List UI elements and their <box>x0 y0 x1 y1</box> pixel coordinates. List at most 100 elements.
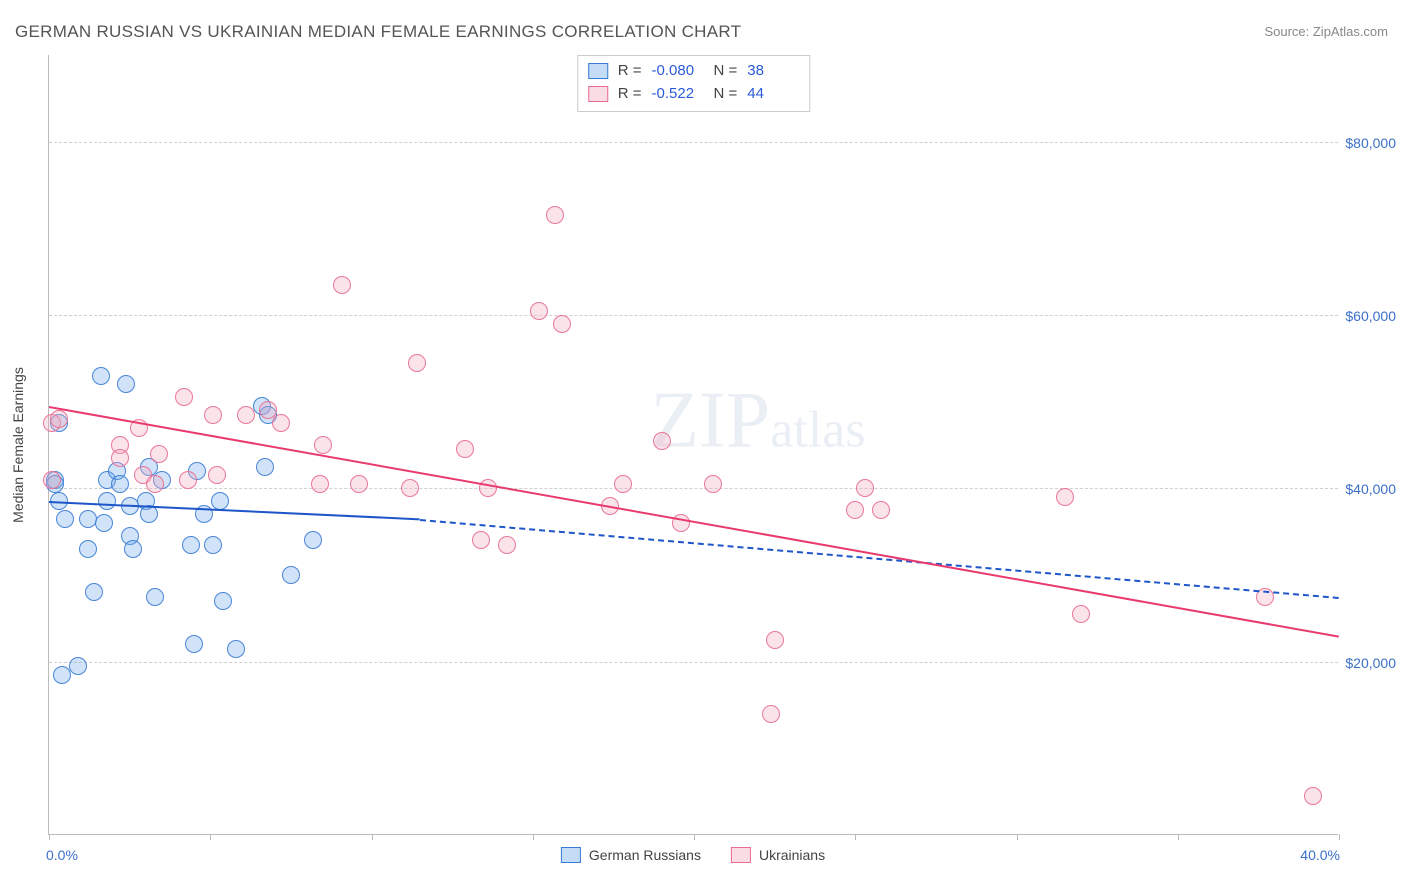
chart-title: GERMAN RUSSIAN VS UKRAINIAN MEDIAN FEMAL… <box>15 22 741 42</box>
data-point <box>333 276 351 294</box>
data-point <box>182 536 200 554</box>
n-label: N = <box>714 60 738 83</box>
r-value: -0.080 <box>652 60 704 83</box>
data-point <box>498 536 516 554</box>
data-point <box>85 583 103 601</box>
data-point <box>117 375 135 393</box>
data-point <box>766 631 784 649</box>
y-tick-label: $20,000 <box>1345 655 1396 671</box>
data-point <box>614 475 632 493</box>
gridline: $40,000 <box>49 488 1338 489</box>
data-point <box>311 475 329 493</box>
n-label: N = <box>714 83 738 106</box>
legend: German Russians Ukrainians <box>561 847 825 863</box>
data-point <box>150 445 168 463</box>
x-tick <box>1017 834 1018 840</box>
data-point <box>179 471 197 489</box>
data-point <box>146 588 164 606</box>
data-point <box>314 436 332 454</box>
data-point <box>530 302 548 320</box>
legend-label: German Russians <box>589 847 701 863</box>
data-point <box>111 449 129 467</box>
y-tick-label: $60,000 <box>1345 308 1396 324</box>
data-point <box>146 475 164 493</box>
data-point <box>56 510 74 528</box>
plot-area: ZIPatlas R = -0.080 N = 38 R = -0.522 N = 44 $2… <box>48 55 1338 835</box>
x-axis-min-label: 0.0% <box>46 847 78 863</box>
data-point <box>846 501 864 519</box>
data-point <box>50 410 68 428</box>
data-point <box>69 657 87 675</box>
data-point <box>856 479 874 497</box>
x-tick <box>1178 834 1179 840</box>
data-point <box>237 406 255 424</box>
data-point <box>214 592 232 610</box>
data-point <box>546 206 564 224</box>
stats-box: R = -0.080 N = 38 R = -0.522 N = 44 <box>577 55 811 112</box>
x-tick <box>372 834 373 840</box>
data-point <box>208 466 226 484</box>
data-point <box>304 531 322 549</box>
legend-entry: Ukrainians <box>731 847 825 863</box>
data-point <box>175 388 193 406</box>
data-point <box>111 475 129 493</box>
data-point <box>79 540 97 558</box>
data-point <box>140 505 158 523</box>
watermark-zip: ZIP <box>650 377 770 465</box>
x-tick <box>855 834 856 840</box>
x-tick <box>1339 834 1340 840</box>
data-point <box>408 354 426 372</box>
data-point <box>762 705 780 723</box>
data-point <box>1072 605 1090 623</box>
data-point <box>211 492 229 510</box>
data-point <box>204 536 222 554</box>
n-value: 38 <box>747 60 799 83</box>
data-point <box>1056 488 1074 506</box>
gridline: $80,000 <box>49 142 1338 143</box>
x-tick <box>533 834 534 840</box>
stats-row: R = -0.080 N = 38 <box>588 60 800 83</box>
r-value: -0.522 <box>652 83 704 106</box>
x-axis-max-label: 40.0% <box>1300 847 1340 863</box>
data-point <box>282 566 300 584</box>
legend-swatch <box>731 847 751 863</box>
stats-row: R = -0.522 N = 44 <box>588 83 800 106</box>
watermark: ZIPatlas <box>650 376 865 467</box>
data-point <box>256 458 274 476</box>
data-point <box>98 492 116 510</box>
data-point <box>185 635 203 653</box>
source-attribution: Source: ZipAtlas.com <box>1264 24 1388 39</box>
gridline: $20,000 <box>49 662 1338 663</box>
data-point <box>350 475 368 493</box>
data-point <box>92 367 110 385</box>
x-tick <box>49 834 50 840</box>
x-tick <box>694 834 695 840</box>
trend-line <box>49 406 1339 638</box>
data-point <box>1304 787 1322 805</box>
watermark-atlas: atlas <box>770 402 865 459</box>
data-point <box>204 406 222 424</box>
data-point <box>553 315 571 333</box>
source-name: ZipAtlas.com <box>1313 24 1388 39</box>
data-point <box>704 475 722 493</box>
trend-line <box>420 519 1339 599</box>
data-point <box>456 440 474 458</box>
data-point <box>95 514 113 532</box>
series-swatch <box>588 63 608 79</box>
data-point <box>472 531 490 549</box>
x-tick <box>210 834 211 840</box>
r-label: R = <box>618 60 642 83</box>
n-value: 44 <box>747 83 799 106</box>
data-point <box>53 666 71 684</box>
data-point <box>227 640 245 658</box>
data-point <box>401 479 419 497</box>
series-swatch <box>588 86 608 102</box>
y-tick-label: $40,000 <box>1345 481 1396 497</box>
legend-label: Ukrainians <box>759 847 825 863</box>
data-point <box>272 414 290 432</box>
data-point <box>43 471 61 489</box>
data-point <box>872 501 890 519</box>
r-label: R = <box>618 83 642 106</box>
data-point <box>79 510 97 528</box>
data-point <box>653 432 671 450</box>
